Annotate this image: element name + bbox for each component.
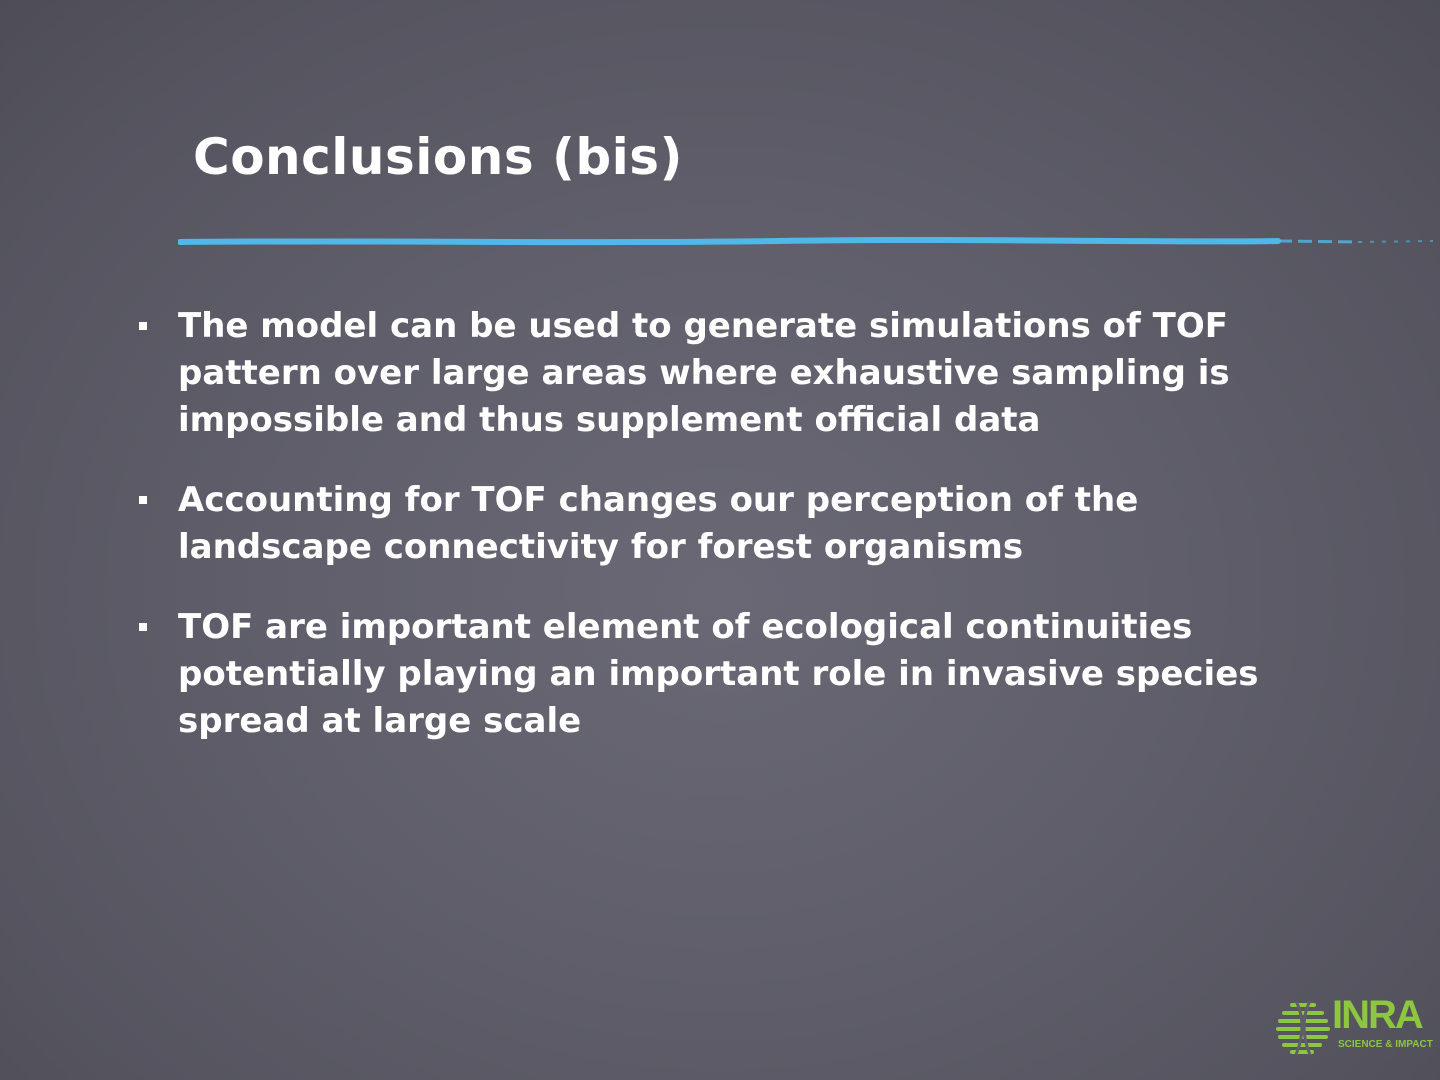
bullet-item: TOF are important element of ecological … bbox=[134, 604, 1314, 745]
bullet-square-icon bbox=[139, 322, 147, 330]
bullet-text: Accounting for TOF changes our perceptio… bbox=[178, 480, 1139, 567]
bullet-text: The model can be used to generate simula… bbox=[178, 306, 1230, 440]
logo-tagline: SCIENCE & IMPACT bbox=[1338, 1039, 1433, 1050]
bullet-text: TOF are important element of ecological … bbox=[178, 607, 1259, 741]
inra-globe-icon bbox=[1276, 1000, 1330, 1055]
bullet-list: The model can be used to generate simula… bbox=[134, 303, 1314, 778]
bullet-square-icon bbox=[139, 623, 147, 631]
title-underline bbox=[178, 237, 1434, 246]
slide-title: Conclusions (bis) bbox=[193, 128, 683, 186]
bullet-square-icon bbox=[139, 496, 147, 504]
inra-logo: INRA SCIENCE & IMPACT bbox=[1274, 993, 1434, 1063]
bullet-item: Accounting for TOF changes our perceptio… bbox=[134, 477, 1314, 571]
bullet-item: The model can be used to generate simula… bbox=[134, 303, 1314, 444]
logo-wordmark: INRA bbox=[1332, 993, 1424, 1037]
